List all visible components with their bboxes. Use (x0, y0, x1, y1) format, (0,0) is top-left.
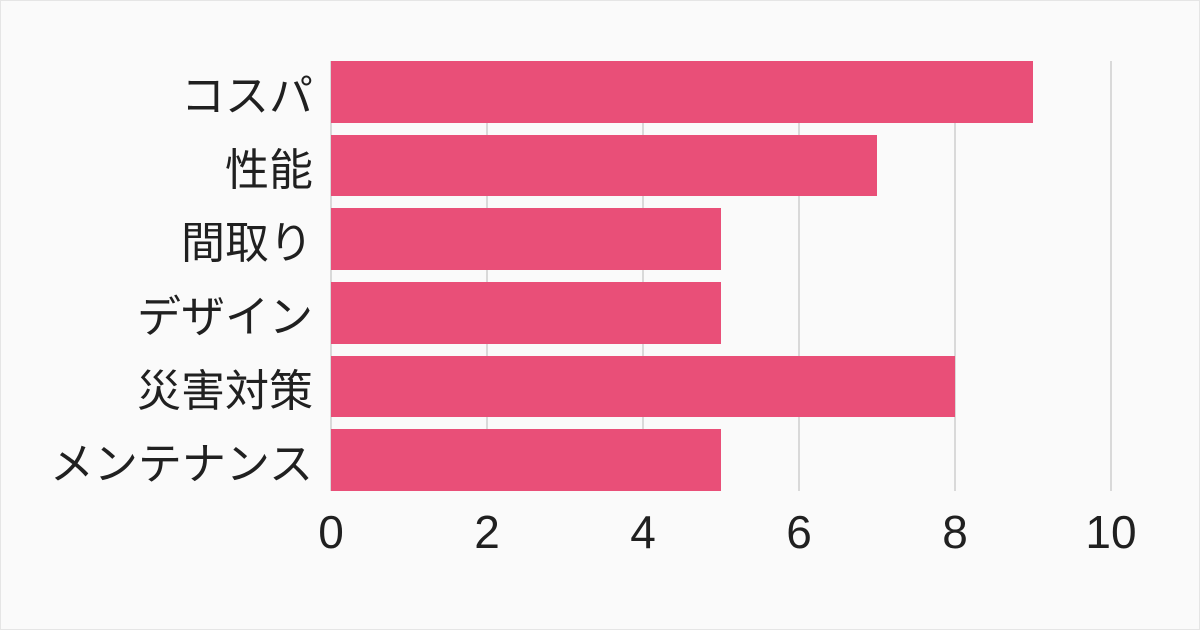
gridline (1110, 61, 1112, 491)
y-category-label: メンテナンス (50, 428, 331, 492)
gridline (954, 61, 956, 491)
horizontal-bar-chart: 0 2 4 6 8 10 コスパ性能間取りデザイン災害対策メンテナンス (1, 1, 1199, 629)
gridline (330, 61, 332, 491)
x-tick-label: 8 (942, 491, 968, 559)
y-category-label: 性能 (225, 134, 331, 198)
bar (331, 429, 721, 491)
bar (331, 282, 721, 344)
bar (331, 135, 877, 197)
x-tick-label: 6 (786, 491, 812, 559)
x-tick-label: 2 (474, 491, 500, 559)
y-category-label: コスパ (181, 60, 331, 124)
gridline (486, 61, 488, 491)
bar (331, 61, 1033, 123)
x-tick-label: 10 (1085, 491, 1136, 559)
y-category-label: 災害対策 (137, 355, 331, 419)
gridline (798, 61, 800, 491)
gridline (642, 61, 644, 491)
bar (331, 356, 955, 418)
x-tick-label: 0 (318, 491, 344, 559)
bar (331, 208, 721, 270)
x-tick-label: 4 (630, 491, 656, 559)
y-category-label: デザイン (137, 281, 331, 345)
plot-area: 0246810コスパ性能間取りデザイン災害対策メンテナンス (331, 61, 1111, 491)
y-category-label: 間取り (181, 207, 331, 271)
